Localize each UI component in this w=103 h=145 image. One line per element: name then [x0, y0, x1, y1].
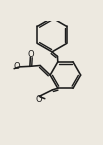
Text: O: O: [27, 50, 34, 59]
Text: O: O: [14, 62, 20, 71]
Text: O: O: [36, 95, 42, 104]
